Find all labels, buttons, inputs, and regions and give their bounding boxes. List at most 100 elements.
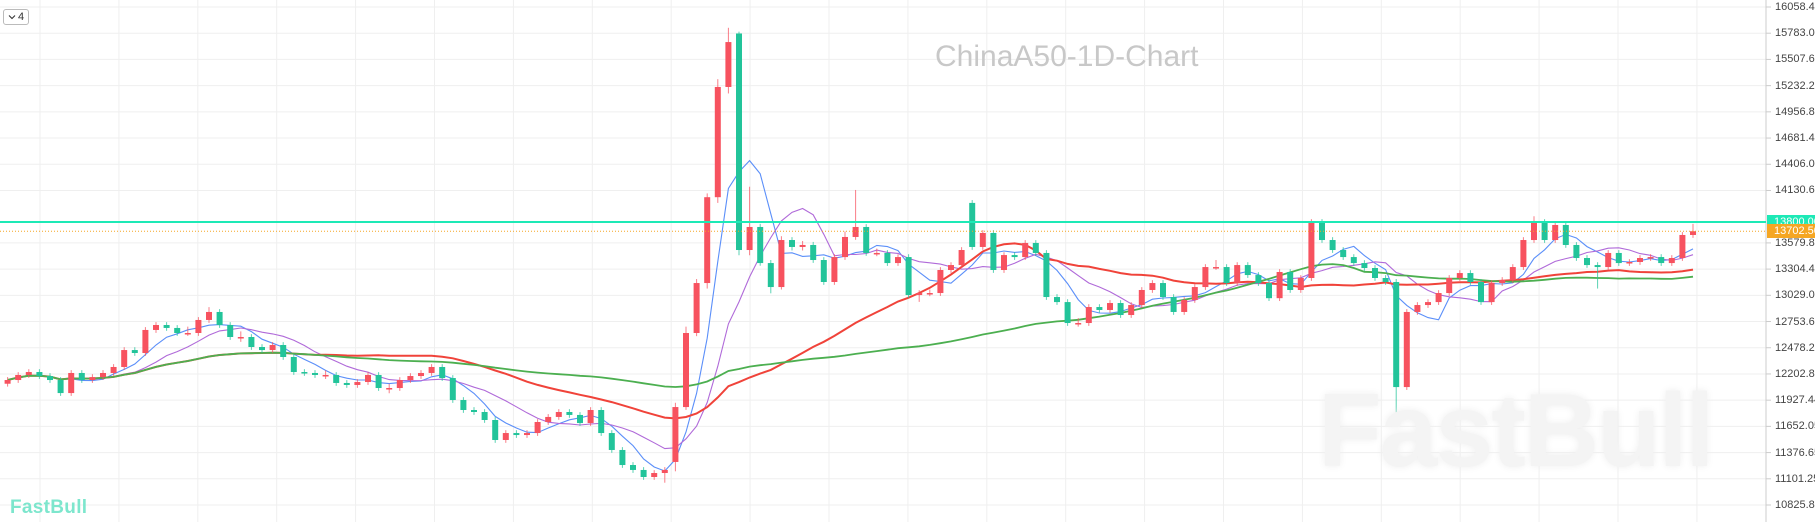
candle-down	[1117, 303, 1124, 316]
candle-up	[407, 376, 414, 381]
candle-up	[1509, 267, 1516, 280]
ma-slow-line	[7, 242, 1694, 420]
candle-down	[905, 257, 912, 296]
candle-down	[820, 260, 827, 282]
candle-up	[1297, 277, 1304, 290]
candle-up	[1001, 255, 1007, 271]
candle-up	[428, 366, 435, 373]
candle-down	[36, 372, 43, 377]
candle-up	[704, 197, 711, 284]
candle-up	[746, 226, 753, 251]
candle-up	[153, 325, 159, 330]
candle-down	[1350, 257, 1357, 264]
candle-down	[767, 263, 774, 288]
candle-down	[630, 465, 636, 470]
y-tick-label: 12478.24	[1775, 341, 1815, 354]
candle-up	[693, 283, 700, 334]
candle-down	[1170, 297, 1177, 312]
candle-down	[1223, 267, 1230, 284]
candle-up	[110, 366, 117, 373]
candle-down	[471, 410, 477, 413]
candle-down	[1478, 281, 1484, 303]
y-tick-label: 15507.61	[1775, 53, 1815, 66]
candle-up	[1626, 262, 1633, 264]
candle-up	[799, 244, 806, 247]
candle-up	[184, 333, 191, 335]
candle-up	[396, 380, 403, 389]
y-tick-label: 13579.83	[1775, 236, 1815, 249]
y-tick-label: 16058.41	[1775, 1, 1815, 13]
brand-logo[interactable]: FastBull	[10, 497, 88, 518]
candle-down	[259, 346, 265, 351]
candle-up	[1075, 323, 1082, 325]
candle-down	[608, 433, 615, 450]
candle-up	[1520, 240, 1527, 268]
candle-up	[683, 333, 689, 408]
candle-up	[142, 329, 149, 353]
candle-down	[492, 419, 499, 440]
candle-down	[1340, 250, 1347, 258]
candle-down	[375, 374, 382, 389]
candle-up	[926, 293, 933, 295]
candle-up	[1213, 267, 1219, 269]
interval-toggle-button[interactable]: 4	[3, 9, 30, 25]
candle-down	[1319, 222, 1325, 241]
candle-up	[534, 421, 541, 434]
candle-down	[1043, 252, 1050, 298]
candle-up	[524, 433, 530, 436]
candle-down	[1584, 258, 1590, 266]
candle-down	[757, 226, 764, 264]
candle-up	[365, 374, 371, 383]
candle-up	[121, 350, 128, 367]
y-tick-label: 11927.44	[1775, 394, 1815, 407]
candle-up	[1435, 293, 1442, 303]
candle-up	[1085, 307, 1092, 324]
candle-down	[290, 356, 297, 373]
candle-up	[502, 433, 509, 440]
candle-down	[47, 376, 53, 381]
candle-down	[131, 350, 138, 353]
candle-up	[1552, 224, 1559, 241]
candle-down	[789, 240, 795, 247]
candle-down	[1054, 297, 1060, 303]
candle-up	[1202, 267, 1209, 288]
candle-down	[863, 226, 870, 253]
candle-down	[1393, 281, 1400, 388]
candle-up	[1181, 299, 1188, 312]
candle-down	[174, 327, 181, 334]
candle-up	[979, 232, 986, 247]
candle-down	[1329, 240, 1336, 251]
candle-up	[237, 337, 244, 339]
y-tick-label: 14956.82	[1775, 105, 1815, 118]
ma-long-line	[7, 263, 1694, 388]
candle-up	[545, 416, 552, 422]
candle-down	[1287, 272, 1294, 290]
ma-fast-line	[7, 159, 1694, 472]
candle-down	[57, 380, 64, 394]
candle-up	[1149, 283, 1156, 290]
candle-up	[322, 374, 329, 377]
candle-down	[449, 378, 456, 401]
candle-down	[1096, 307, 1103, 310]
y-tick-label: 15232.22	[1775, 79, 1815, 92]
candle-up	[1456, 273, 1463, 278]
y-tick-label: 15783.01	[1775, 27, 1815, 40]
candle-up	[725, 42, 732, 87]
candle-up	[714, 86, 721, 198]
candle-up	[661, 469, 668, 474]
candle-down	[810, 244, 817, 261]
candle-down	[1467, 273, 1474, 282]
candle-up	[89, 377, 96, 381]
candle-up	[1022, 242, 1029, 258]
candle-up	[1690, 231, 1696, 235]
candle-down	[1594, 265, 1601, 268]
candle-down	[598, 410, 605, 434]
candle-down	[1615, 252, 1622, 264]
candle-up	[354, 382, 361, 385]
candle-up	[1668, 258, 1675, 264]
candle-up	[895, 257, 901, 264]
candle-up	[1128, 305, 1135, 316]
candle-up	[831, 257, 838, 282]
candle-up	[386, 388, 393, 390]
